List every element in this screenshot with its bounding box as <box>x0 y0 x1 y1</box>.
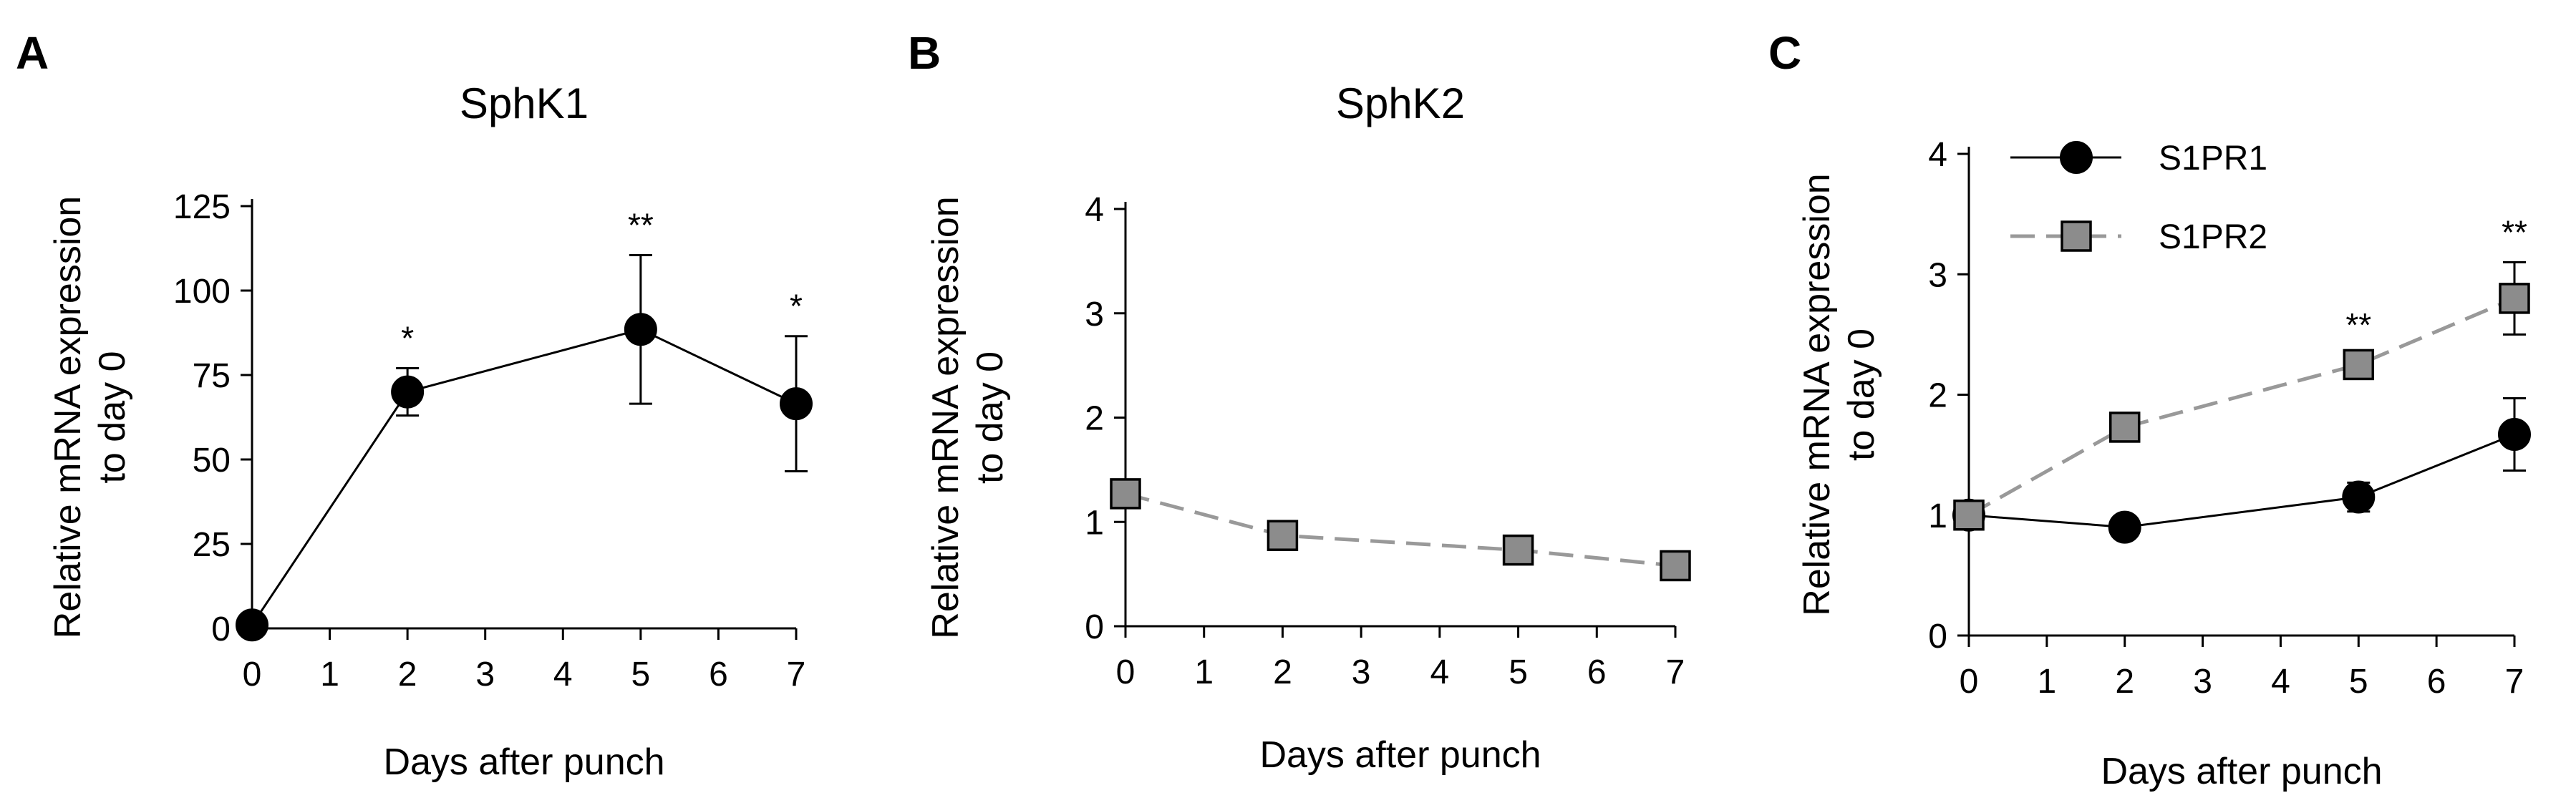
panel-c-series-s1pr1-point <box>2498 418 2531 452</box>
panel-c-x-tick-label: 6 <box>2427 663 2446 701</box>
panel-a-x-tick-label: 1 <box>320 656 339 694</box>
panel-a-series-1: **** <box>236 206 813 642</box>
panel-b-x-tick-label: 0 <box>1116 653 1136 691</box>
panel-c-x-tick-label: 0 <box>1960 663 1979 701</box>
panel-a-series-1-significance: * <box>401 320 414 357</box>
panel-c-legend: S1PR1 S1PR2 <box>2010 140 2267 256</box>
panel-c-x-axis-title: Days after punch <box>2101 751 2382 792</box>
panel-a-y-axis-title-line1: Relative mRNA expression <box>47 196 89 638</box>
panel-b-x-axis-title: Days after punch <box>1259 734 1541 776</box>
panel-b-y-tick-label: 3 <box>1085 296 1104 334</box>
panel-b-series-1-point <box>1502 534 1534 566</box>
panel-b-x-tick-label: 6 <box>1587 653 1607 691</box>
panel-b-y-tick-label: 4 <box>1085 191 1104 229</box>
panel-b: B SphK2 0 1 2 3 4 0 1 2 3 4 5 6 7 Days after punch Relat… <box>908 27 1691 776</box>
panel-c-series-s1pr2-significance: ** <box>2345 306 2371 344</box>
panel-a-series-1-line <box>251 328 797 626</box>
panel-c-x-tick-label: 1 <box>2038 663 2057 701</box>
panel-b-series-1-point <box>1110 478 1141 510</box>
panel-a-y-tick-label: 125 <box>173 188 231 226</box>
panel-c-series-s1pr1 <box>1952 397 2531 544</box>
panel-a-x-tick-label: 6 <box>709 656 728 694</box>
panel-a: A SphK1 0 25 50 75 100 125 0 1 2 3 4 5 6 7 Days after pu… <box>16 27 813 783</box>
panel-b-y-tick-label: 2 <box>1085 400 1104 438</box>
panel-a-y-tick-label: 100 <box>173 273 231 311</box>
panel-a-letter: A <box>16 27 49 79</box>
panel-a-y-tick-label: 25 <box>193 526 231 564</box>
panel-a-y-tick-label: 50 <box>193 442 231 480</box>
panel-b-x-tick-label: 7 <box>1666 653 1685 691</box>
panel-b-letter: B <box>908 27 941 79</box>
panel-c-y-tick-label: 3 <box>1928 256 1947 294</box>
panel-c-x-tick-label: 3 <box>2193 663 2212 701</box>
panel-a-series-1-significance: * <box>790 288 803 325</box>
panel-a-x-axis-title: Days after punch <box>383 741 664 783</box>
panel-c-x-tick-label: 4 <box>2271 663 2290 701</box>
panel-b-series-1-line <box>1125 492 1676 568</box>
panel-a-x-tick-label: 5 <box>631 656 651 694</box>
panel-c: C 0 1 2 3 4 0 1 2 3 4 5 6 7 Days after punch Relative m… <box>1768 27 2531 792</box>
panel-b-title: SphK2 <box>1336 79 1465 127</box>
panel-c-letter: C <box>1768 27 1801 79</box>
panel-b-x-tick-label: 2 <box>1273 653 1292 691</box>
panel-b-series-1-point <box>1267 520 1299 551</box>
panel-a-x-tick-label: 2 <box>398 656 417 694</box>
panel-a-series-1-point <box>780 387 813 421</box>
panel-a-x-tick-label: 3 <box>475 656 495 694</box>
panel-b-y-axis-title-line1: Relative mRNA expression <box>925 196 967 638</box>
panel-c-series-s1pr2-point <box>2343 349 2375 381</box>
panel-a-title: SphK1 <box>460 79 589 127</box>
panel-b-x-tick-label: 5 <box>1509 653 1528 691</box>
panel-c-legend-marker-s1pr2 <box>2061 220 2092 252</box>
panel-a-series-1-point <box>624 313 657 346</box>
panel-c-y-axis-title-line1: Relative mRNA expression <box>1796 173 1838 615</box>
panel-a-y-tick-label: 75 <box>193 357 231 395</box>
panel-c-legend-label-s1pr2: S1PR2 <box>2159 218 2267 256</box>
panel-b-x-tick-label: 3 <box>1352 653 1371 691</box>
panel-c-y-tick-label: 4 <box>1928 136 1947 174</box>
panel-c-series-s1pr2-point <box>1953 500 1985 531</box>
panel-c-series-s1pr2: ** ** <box>1953 213 2530 531</box>
panel-a-y-tick-label: 0 <box>211 610 231 648</box>
panel-c-x-tick-label: 2 <box>2115 663 2134 701</box>
panel-a-series-1-point <box>236 608 268 642</box>
panel-b-y-axis-title-line2: to day 0 <box>969 351 1011 484</box>
panel-c-y-tick-label: 0 <box>1928 618 1947 656</box>
panel-c-x-tick-label: 7 <box>2505 663 2524 701</box>
panel-b-x-tick-label: 4 <box>1430 653 1450 691</box>
panel-a-series-1-significance: ** <box>628 206 654 243</box>
panel-b-y-tick-label: 1 <box>1085 504 1104 542</box>
panel-c-series-s1pr1-point <box>2108 510 2141 544</box>
panel-c-legend-label-s1pr1: S1PR1 <box>2159 140 2267 177</box>
panel-c-series-s1pr2-point <box>2108 412 2141 443</box>
panel-a-y-axis-title-line2: to day 0 <box>92 351 133 483</box>
panel-c-series-s1pr2-line <box>1967 296 2515 517</box>
panel-c-x-tick-label: 5 <box>2349 663 2368 701</box>
panel-c-y-axis-title-line2: to day 0 <box>1841 328 1882 461</box>
panel-c-series-s1pr1-point <box>2342 480 2376 514</box>
panel-b-series-1-point <box>1660 550 1691 582</box>
panel-b-y-tick-label: 0 <box>1085 608 1104 646</box>
panel-c-series-s1pr2-point <box>2499 283 2530 314</box>
panel-c-series-s1pr1-line <box>1968 433 2515 529</box>
panel-a-x-tick-label: 7 <box>787 656 806 694</box>
panel-a-series-1-point <box>391 375 425 409</box>
panel-c-series-s1pr2-significance: ** <box>2502 213 2527 250</box>
panel-a-x-tick-label: 0 <box>243 656 262 694</box>
panel-c-legend-marker-s1pr1 <box>2060 141 2093 174</box>
panel-c-y-tick-label: 2 <box>1928 377 1947 415</box>
panel-c-y-tick-label: 1 <box>1928 497 1947 535</box>
panel-b-series-1 <box>1110 478 1691 582</box>
panel-a-x-tick-label: 4 <box>553 656 573 694</box>
panel-b-x-tick-label: 1 <box>1194 653 1214 691</box>
